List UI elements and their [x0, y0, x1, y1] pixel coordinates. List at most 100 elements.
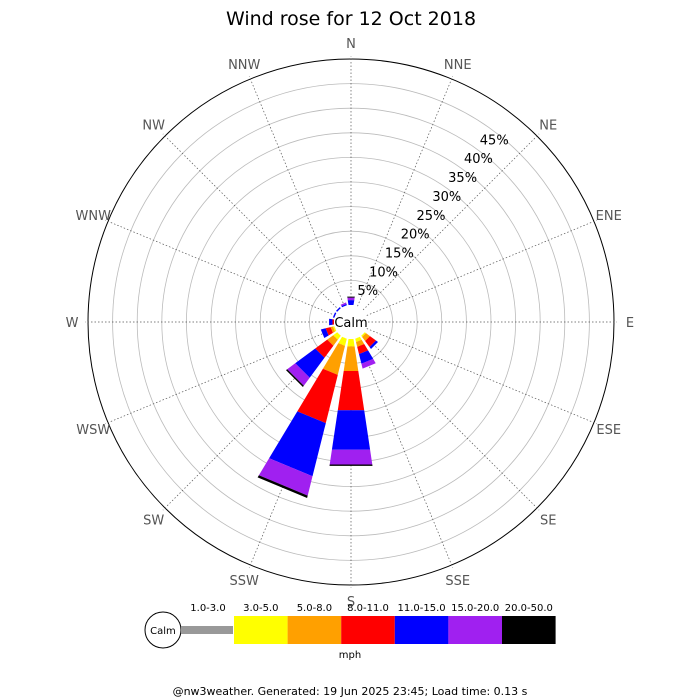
radial-tick-label: 35% — [448, 171, 477, 186]
legend-swatch-bin-6 — [502, 616, 556, 644]
radial-tick-label: 25% — [417, 209, 446, 224]
spoke-se — [362, 333, 540, 511]
legend-calm-label: Calm — [150, 626, 176, 637]
radial-tick-label: 30% — [432, 190, 461, 205]
bar-s-bin-2 — [343, 346, 359, 371]
bar-nw-bin-4 — [336, 307, 341, 312]
direction-label-nnw: NNW — [228, 58, 260, 73]
bar-sw-bin-5 — [287, 363, 310, 386]
direction-label-sse: SSE — [445, 574, 470, 589]
bar-ssw-bin-3 — [297, 368, 338, 424]
spoke-nne — [357, 76, 454, 307]
bar-wsw-bin-4 — [320, 328, 329, 338]
footer-text: @nw3weather. Generated: 19 Jun 2025 23:4… — [173, 685, 528, 698]
radial-tick-label: 10% — [369, 265, 398, 280]
bar-n-bin-4 — [347, 300, 355, 305]
spoke-sse — [357, 337, 454, 568]
direction-label-sw: SW — [143, 513, 164, 528]
spoke-ene — [366, 219, 597, 316]
bar-sw-bin-1 — [333, 332, 341, 340]
legend-label-bin-1: 3.0-5.0 — [243, 603, 278, 614]
wind-bars — [257, 296, 378, 498]
bar-sw-bin-3 — [315, 339, 334, 358]
calm-label: Calm — [334, 316, 367, 331]
legend-label-bin-3: 8.0-11.0 — [347, 603, 389, 614]
bar-wnw-bin-4 — [332, 312, 337, 318]
bar-ssw-bin-4 — [269, 411, 326, 477]
direction-label-se: SE — [540, 513, 556, 528]
spoke-sw — [162, 333, 340, 511]
legend-label-bin-4: 11.0-15.0 — [398, 603, 446, 614]
direction-label-wnw: WNW — [76, 209, 112, 224]
bar-ssw-bin-2 — [322, 343, 345, 375]
bar-se-bin-3 — [365, 336, 376, 347]
spoke-ssw — [248, 337, 345, 568]
bar-sw-bin-2 — [327, 335, 338, 346]
legend-label-bin-5: 15.0-20.0 — [451, 603, 499, 614]
calm-center: Calm — [334, 305, 368, 339]
radial-tick-label: 45% — [480, 133, 509, 148]
legend-swatch-bin-2 — [287, 616, 342, 644]
spoke-nw — [162, 133, 340, 311]
radial-tick-label: 5% — [357, 284, 378, 299]
bar-n-bin-6 — [347, 296, 355, 298]
bar-s-bin-3 — [337, 371, 365, 411]
bar-wsw-bin-1 — [332, 326, 337, 332]
direction-label-nw: NW — [142, 119, 165, 134]
direction-label-ssw: SSW — [230, 574, 260, 589]
bar-ssw-bin-6 — [257, 475, 308, 498]
bar-sse-bin-1 — [355, 336, 362, 343]
legend-swatch-bin-3 — [341, 616, 395, 644]
legend-swatch-bin-4 — [394, 616, 449, 644]
direction-label-w: W — [66, 316, 79, 331]
bar-ssw-bin-1 — [338, 336, 347, 346]
direction-label-e: E — [626, 316, 634, 331]
direction-label-ene: ENE — [596, 209, 622, 224]
bar-sse-bin-4 — [359, 350, 374, 364]
bar-wsw-bin-2 — [330, 326, 335, 333]
bar-nnw-bin-4 — [341, 303, 347, 308]
direction-label-s: S — [347, 595, 355, 610]
spoke-ne — [362, 133, 540, 311]
bar-se-bin-2 — [362, 333, 370, 341]
legend-unit: mph — [339, 650, 361, 661]
bar-s-bin-1 — [347, 339, 355, 347]
spoke-wsw — [105, 328, 336, 425]
bar-wsw-bin-3 — [325, 327, 333, 336]
direction-label-ne: NE — [539, 119, 557, 134]
radial-tick-label: 15% — [385, 246, 414, 261]
direction-label-n: N — [346, 37, 356, 52]
direction-labels: N NNE NE ENE E ESE SE SSE S SSW SW WSW W WNW NW NNW — [66, 37, 635, 610]
legend-swatch-bin-1 — [234, 616, 288, 644]
calm-circle — [334, 305, 368, 339]
bar-ssw-bin-5 — [258, 458, 313, 496]
radial-tick-labels: 5% 10% 15% 20% 25% 30% 35% 40% 45% — [357, 133, 508, 299]
legend-swatch-bin-5 — [448, 616, 502, 644]
chart-title: Wind rose for 12 Oct 2018 — [226, 8, 476, 30]
radial-tick-label: 20% — [401, 228, 430, 243]
bar-s-bin-5 — [329, 449, 373, 465]
spoke-nnw — [248, 76, 345, 307]
speed-legend: Calm 1.0-3.0 3.0-5.0 5.0-8.0 8.0-11.0 11.0-1… — [144, 603, 556, 661]
direction-label-nne: NNE — [444, 58, 472, 73]
direction-label-ese: ESE — [596, 423, 621, 438]
bar-sw-bin-6 — [286, 369, 304, 387]
direction-label-wsw: WSW — [76, 423, 110, 438]
bar-se-bin-1 — [361, 332, 366, 337]
bar-sse-bin-3 — [357, 344, 369, 355]
radial-tick-label: 40% — [464, 152, 493, 167]
spoke-wnw — [105, 219, 336, 316]
bar-n-bin-5 — [347, 297, 355, 301]
bar-sw-bin-4 — [295, 348, 325, 378]
bar-s-bin-6 — [329, 464, 373, 466]
bar-s-bin-4 — [331, 410, 371, 450]
legend-label-bin-6: 20.0-50.0 — [505, 603, 553, 614]
bar-se-bin-4 — [369, 340, 378, 349]
direction-spokes — [85, 56, 617, 588]
legend-label-bin-2: 5.0-8.0 — [297, 603, 332, 614]
bar-sse-bin-2 — [356, 339, 365, 347]
bar-sse-bin-5 — [361, 358, 376, 369]
bar-nnw-bin-5 — [340, 302, 347, 306]
spoke-ese — [366, 328, 597, 425]
